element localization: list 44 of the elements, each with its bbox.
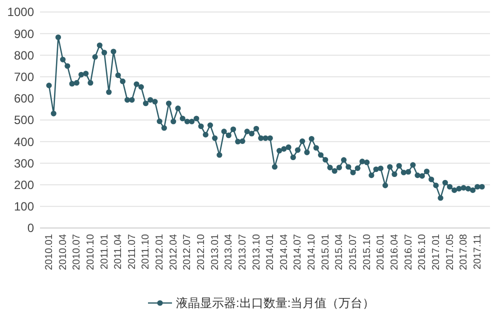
- x-tick-label: 2010.04: [58, 234, 69, 270]
- x-tick-label: 2013.07: [237, 234, 248, 270]
- y-tick-label: 200: [14, 178, 34, 192]
- y-tick-label: 900: [14, 26, 34, 41]
- x-tick-label: 2013.04: [224, 234, 235, 270]
- x-tick-label: 2015.10: [362, 234, 373, 270]
- x-tick-label: 2017.11: [472, 234, 484, 270]
- x-tick-label: 2016.07: [403, 234, 414, 270]
- x-tick-label: 2012.01: [154, 234, 166, 270]
- x-tick-label: 2017.05: [444, 234, 456, 270]
- x-tick-label: 2014.10: [306, 234, 318, 270]
- x-tick-label: 2010.07: [72, 234, 83, 270]
- x-tick-label: 2011.10: [140, 234, 152, 270]
- x-tick-label: 2017.08: [458, 234, 470, 270]
- x-tick-label: 2012.07: [182, 234, 194, 270]
- x-tick-label: 2010.01: [44, 234, 55, 270]
- y-tick-label: 0: [27, 221, 34, 236]
- x-tick-label: 2012.04: [168, 234, 180, 270]
- x-tick-label: 2011.01: [99, 234, 110, 270]
- x-tick-label: 2014.07: [292, 234, 304, 270]
- y-tick-label: 700: [14, 70, 34, 84]
- x-tick-label: 2011.07: [126, 234, 138, 270]
- x-tick-label: 2017.01: [430, 234, 442, 270]
- x-tick-label: 2011.04: [113, 234, 124, 270]
- y-tick-label: 100: [14, 200, 34, 214]
- x-tick-label: 2013.01: [210, 234, 221, 270]
- x-tick-label: 2016.10: [417, 234, 428, 270]
- y-tick-label: 500: [14, 113, 34, 128]
- x-tick-label: 2010.10: [85, 234, 96, 270]
- y-tick-label: 300: [14, 156, 34, 170]
- y-tick-label: 800: [14, 48, 34, 62]
- x-tick-label: 2014.01: [265, 234, 276, 270]
- x-tick-label: 2016.01: [376, 234, 387, 270]
- x-tick-label: 2015.04: [334, 234, 346, 270]
- x-tick-label: 2015.01: [320, 234, 332, 270]
- y-tick-label: 1000: [7, 5, 34, 20]
- y-tick-label: 600: [14, 92, 34, 106]
- x-tick-label: 2015.07: [348, 234, 360, 270]
- x-tick-label: 2012.10: [196, 234, 208, 270]
- y-tick-label: 400: [14, 134, 34, 149]
- x-tick-label: 2016.04: [389, 234, 400, 270]
- legend-label: 液晶显示器:出口数量:当月值（万台）: [176, 296, 375, 310]
- x-tick-label: 2013.10: [251, 234, 262, 270]
- x-tick-label: 2014.04: [278, 234, 290, 270]
